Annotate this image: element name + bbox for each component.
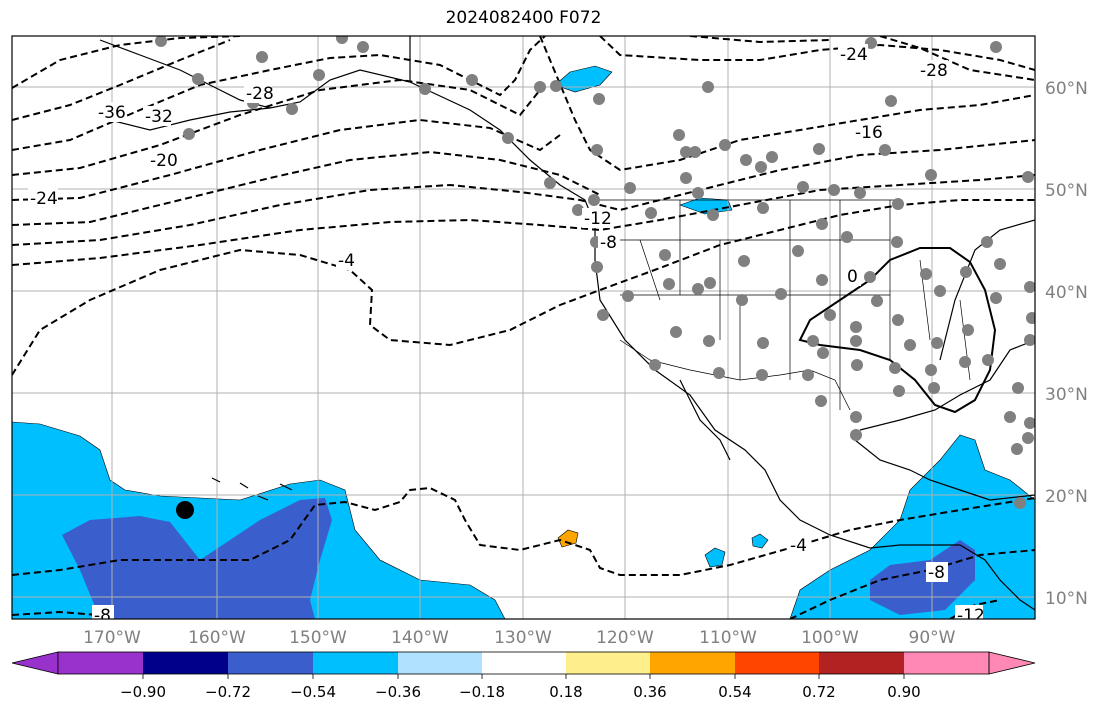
svg-text:150°W: 150°W — [289, 628, 347, 648]
colorbar-bin — [566, 652, 650, 674]
map-frame — [11, 35, 1036, 620]
svg-text:40°N: 40°N — [1045, 283, 1088, 303]
svg-text:50°N: 50°N — [1045, 181, 1088, 201]
svg-text:-24: -24 — [30, 189, 58, 209]
svg-text:-20: -20 — [150, 151, 178, 171]
colorbar-bin — [482, 652, 566, 674]
colorbar-end-right — [988, 651, 1036, 675]
svg-text:-4: -4 — [790, 536, 807, 556]
colorbar-bin — [904, 652, 989, 674]
svg-text:30°N: 30°N — [1045, 385, 1088, 405]
svg-text:0.54: 0.54 — [718, 683, 751, 701]
svg-text:-8: -8 — [928, 563, 945, 583]
marker-black-dot — [176, 501, 194, 519]
colorbar-bin — [819, 652, 904, 674]
colorbar-bin — [398, 652, 482, 674]
contours — [12, 36, 1035, 619]
svg-text:−0.18: −0.18 — [459, 683, 505, 701]
station-dots — [155, 36, 1035, 509]
svg-text:−0.36: −0.36 — [375, 683, 421, 701]
svg-text:-16: -16 — [855, 123, 883, 143]
svg-text:120°W: 120°W — [596, 628, 654, 648]
svg-text:100°W: 100°W — [801, 628, 859, 648]
svg-text:-8: -8 — [600, 233, 617, 253]
svg-text:−0.72: −0.72 — [205, 683, 251, 701]
svg-text:60°N: 60°N — [1045, 79, 1088, 99]
longitude-labels: 170°W 160°W 150°W 140°W 130°W 120°W 110°… — [83, 628, 956, 648]
shade-patch-orange — [557, 529, 579, 548]
svg-text:-28: -28 — [246, 84, 274, 104]
svg-text:20°N: 20°N — [1045, 487, 1088, 507]
shade-patch-north — [554, 65, 613, 93]
svg-text:-12: -12 — [584, 209, 612, 229]
svg-text:−0.54: −0.54 — [290, 683, 336, 701]
colorbar-bin — [735, 652, 819, 674]
borders — [595, 199, 971, 411]
svg-text:170°W: 170°W — [83, 628, 141, 648]
svg-text:110°W: 110°W — [699, 628, 757, 648]
shade-patch-small-2 — [751, 533, 769, 549]
svg-text:-8: -8 — [94, 606, 111, 626]
svg-text:130°W: 130°W — [494, 628, 552, 648]
colorbar-end-left — [11, 651, 59, 675]
colorbar-bin — [228, 652, 313, 674]
svg-text:0.18: 0.18 — [549, 683, 582, 701]
svg-text:140°W: 140°W — [391, 628, 449, 648]
colorbar-bin — [313, 652, 398, 674]
graticule — [12, 36, 1035, 619]
shade-region-gulf-dark — [870, 540, 975, 615]
svg-text:160°W: 160°W — [188, 628, 246, 648]
latitude-labels: 60°N 50°N 40°N 30°N 20°N 10°N — [1045, 79, 1088, 609]
svg-text:90°W: 90°W — [909, 628, 956, 648]
map-title: 2024082400 F072 — [445, 8, 602, 28]
svg-text:−0.90: −0.90 — [120, 683, 166, 701]
svg-text:-28: -28 — [920, 61, 948, 81]
svg-text:-4: -4 — [338, 251, 355, 271]
svg-text:0.36: 0.36 — [633, 683, 666, 701]
colorbar-bin — [650, 652, 735, 674]
colorbar-tick-labels: −0.90 −0.72 −0.54 −0.36 −0.18 0.18 0.36 … — [120, 683, 921, 701]
svg-text:-12: -12 — [957, 606, 985, 626]
colorbar: −0.90 −0.72 −0.54 −0.36 −0.18 0.18 0.36 … — [11, 651, 1036, 701]
colorbar-bin — [143, 652, 228, 674]
shade-patch-small-1 — [704, 547, 726, 568]
svg-text:-24: -24 — [840, 45, 868, 65]
svg-text:0: 0 — [847, 267, 858, 287]
svg-text:0.72: 0.72 — [802, 683, 835, 701]
contour-labels: -36 -32 -28 -24 -20 -24 -28 -16 -12 -8 -… — [28, 44, 985, 626]
colorbar-bin — [58, 652, 143, 674]
coastlines — [99, 36, 1035, 611]
svg-text:10°N: 10°N — [1045, 589, 1088, 609]
svg-text:0.90: 0.90 — [887, 683, 920, 701]
svg-text:-36: -36 — [98, 103, 126, 123]
shade-region-pacific-dark — [62, 498, 332, 619]
svg-text:-32: -32 — [145, 107, 173, 127]
